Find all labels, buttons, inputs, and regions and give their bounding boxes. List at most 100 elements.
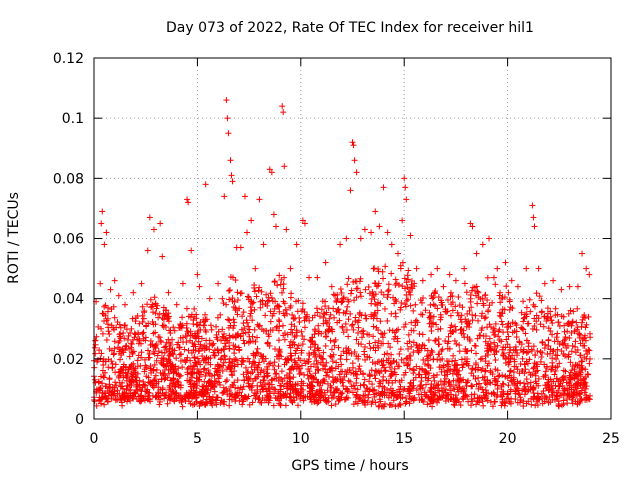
data-point xyxy=(301,317,308,324)
data-point xyxy=(432,389,439,396)
data-point xyxy=(584,371,591,378)
data-point xyxy=(323,319,330,326)
data-point xyxy=(518,309,525,316)
data-point xyxy=(102,312,109,319)
data-point xyxy=(458,330,465,337)
data-point xyxy=(354,329,361,336)
data-point xyxy=(275,337,282,344)
data-point xyxy=(491,398,498,405)
data-point xyxy=(249,317,256,324)
data-point xyxy=(298,349,305,356)
data-point xyxy=(236,347,243,354)
data-point xyxy=(372,360,379,367)
data-point xyxy=(449,370,456,377)
data-point xyxy=(381,364,388,371)
data-point xyxy=(388,402,395,409)
data-point xyxy=(166,396,173,403)
data-point xyxy=(217,311,224,318)
data-point xyxy=(123,386,130,393)
data-point xyxy=(240,337,247,344)
data-point xyxy=(161,344,168,351)
data-point xyxy=(155,384,162,391)
data-point xyxy=(484,274,491,281)
data-point xyxy=(327,388,334,395)
data-point xyxy=(564,400,571,407)
data-point xyxy=(287,338,294,345)
data-point xyxy=(357,235,364,242)
data-point xyxy=(240,320,247,327)
data-point xyxy=(450,401,457,408)
data-point xyxy=(337,241,344,248)
data-point xyxy=(190,321,197,328)
data-point xyxy=(129,373,136,380)
data-point xyxy=(107,286,114,293)
data-point xyxy=(160,355,167,362)
data-point xyxy=(245,323,252,330)
data-point xyxy=(330,393,337,400)
data-point xyxy=(208,326,215,333)
data-point xyxy=(244,355,251,362)
data-point xyxy=(368,229,375,236)
data-point xyxy=(289,399,296,406)
data-point xyxy=(281,392,288,399)
data-point xyxy=(150,309,157,316)
data-point xyxy=(169,361,176,368)
data-point xyxy=(251,366,258,373)
data-point xyxy=(191,401,198,408)
data-point xyxy=(108,322,115,329)
data-point xyxy=(432,337,439,344)
data-point xyxy=(531,223,538,230)
data-point xyxy=(298,362,305,369)
data-point xyxy=(402,395,409,402)
data-point xyxy=(240,371,247,378)
data-point xyxy=(337,356,344,363)
data-point xyxy=(467,337,474,344)
data-point xyxy=(339,324,346,331)
data-point xyxy=(395,402,402,409)
data-point xyxy=(228,396,235,403)
data-point xyxy=(388,241,395,248)
data-point xyxy=(187,363,194,370)
data-point xyxy=(176,344,183,351)
data-point xyxy=(519,387,526,394)
data-point xyxy=(556,341,563,348)
data-point xyxy=(350,142,357,149)
data-point xyxy=(128,382,135,389)
data-point xyxy=(195,369,202,376)
data-point xyxy=(505,382,512,389)
data-point xyxy=(316,313,323,320)
data-point xyxy=(254,382,261,389)
data-point xyxy=(412,318,419,325)
data-point xyxy=(127,397,134,404)
data-point xyxy=(326,315,333,322)
data-point xyxy=(583,392,590,399)
data-point xyxy=(171,383,178,390)
data-point xyxy=(292,385,299,392)
data-point xyxy=(502,259,509,266)
data-point xyxy=(140,381,147,388)
data-point xyxy=(152,310,159,317)
data-point xyxy=(203,359,210,366)
data-point xyxy=(340,294,347,301)
data-point xyxy=(345,333,352,340)
data-point xyxy=(173,389,180,396)
data-point xyxy=(459,364,466,371)
data-point xyxy=(331,342,338,349)
data-point xyxy=(532,372,539,379)
data-point xyxy=(586,347,593,354)
data-point xyxy=(552,312,559,319)
data-point xyxy=(474,366,481,373)
data-point xyxy=(352,318,359,325)
data-point xyxy=(213,323,220,330)
data-point xyxy=(503,283,510,290)
data-point xyxy=(342,320,349,327)
data-point xyxy=(278,395,285,402)
data-point xyxy=(345,275,352,282)
data-point xyxy=(420,356,427,363)
data-point xyxy=(473,401,480,408)
data-point xyxy=(162,343,169,350)
data-point xyxy=(322,333,329,340)
data-point xyxy=(332,365,339,372)
data-point xyxy=(526,296,533,303)
data-point xyxy=(347,369,354,376)
